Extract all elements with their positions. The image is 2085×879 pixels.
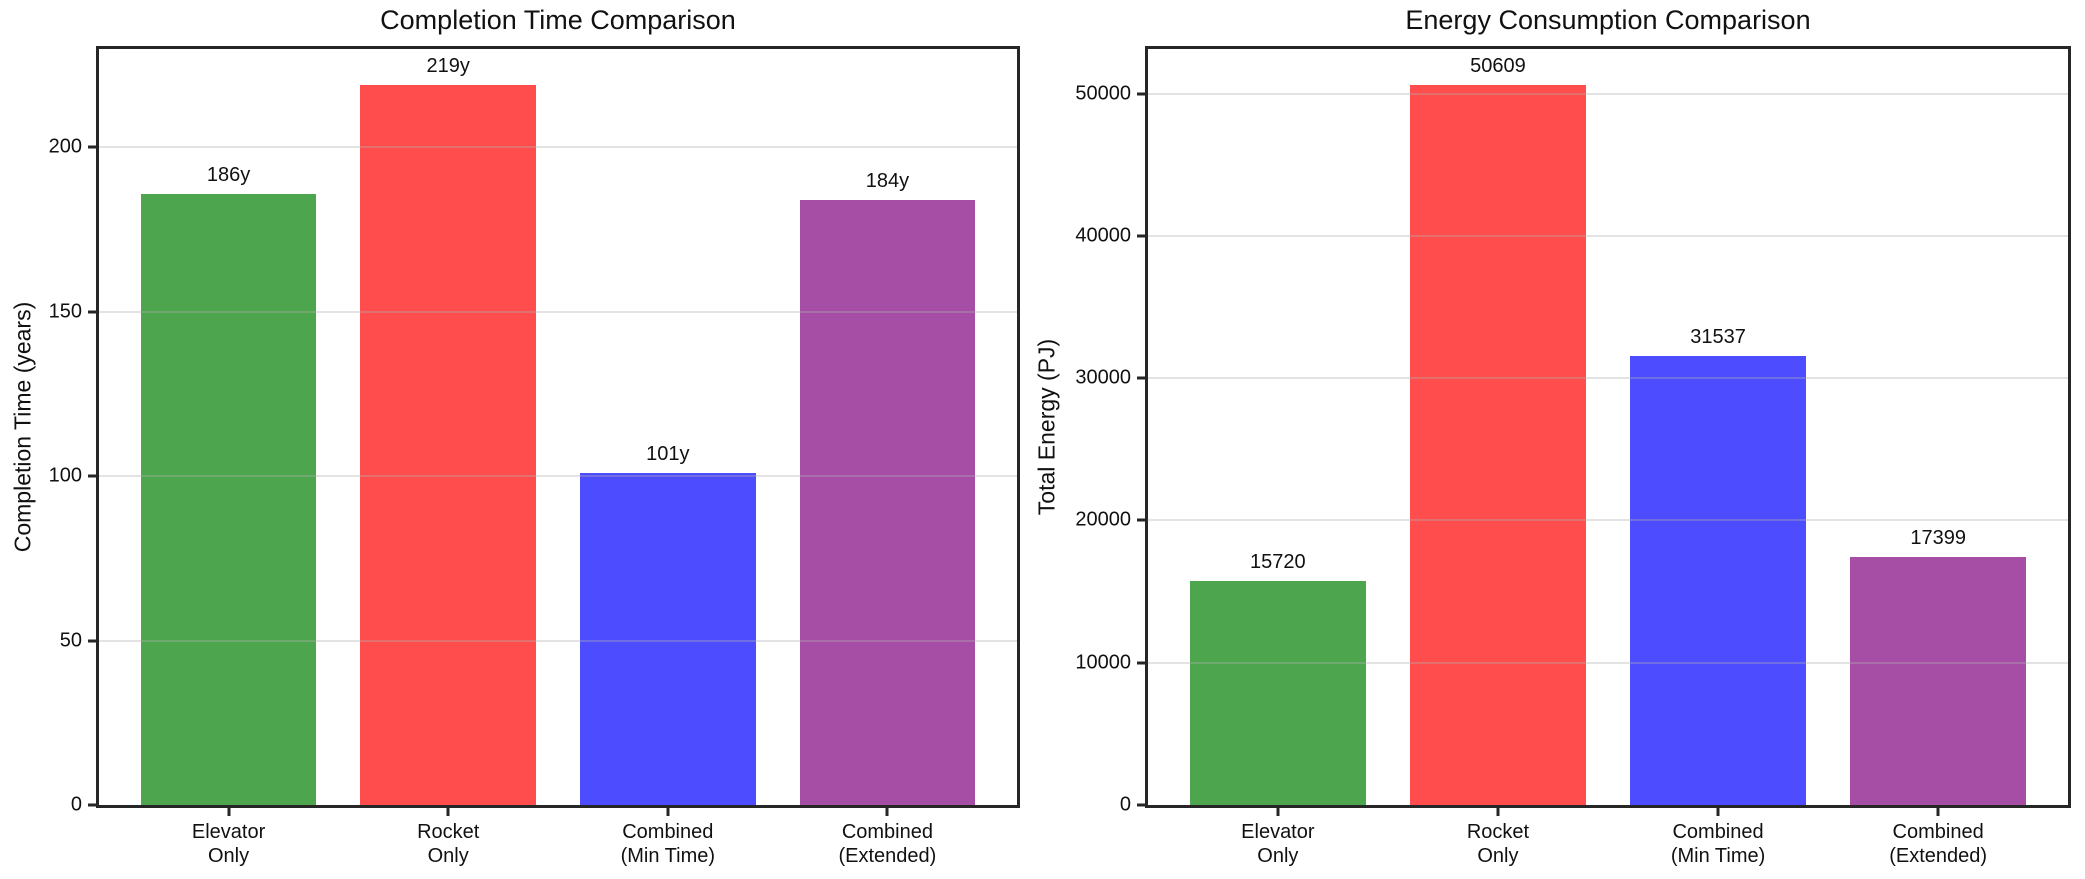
x-tick-label-combined-min-time: Combined (Min Time) [621, 820, 715, 868]
x-tick-label-line: Combined [1672, 821, 1764, 843]
bar-value-label: 184y [865, 170, 910, 193]
x-tick-label-line: Rocket [417, 821, 480, 843]
x-tick-label-combined-extended: Combined (Extended) [1889, 820, 1987, 868]
y-tick-mark [1137, 803, 1145, 807]
bar-value-label: 101y [646, 442, 690, 465]
x-tick-label-rocket-only: Rocket Only [417, 820, 479, 868]
y-tick-label: 30000 [1075, 366, 1131, 389]
gridline [1148, 92, 2068, 95]
gridline [99, 639, 1017, 642]
y-tick-mark [88, 310, 96, 314]
x-tick-label-elevator-only: Elevator Only [192, 820, 265, 868]
x-tick-mark [227, 808, 231, 816]
x-tick-mark [1716, 808, 1720, 816]
x-tick-label-line: Combined [841, 821, 933, 843]
right-chart-y-axis-label: Total Energy (PJ) [1033, 338, 1060, 516]
y-tick-label: 50000 [1075, 82, 1131, 105]
x-tick-label-line: Only [427, 845, 469, 867]
x-tick-label-rocket-only: Rocket Only [1467, 820, 1529, 868]
x-tick-label-line: Elevator [191, 821, 266, 843]
x-tick-label-line: Only [1257, 845, 1299, 867]
x-tick-mark [1496, 808, 1500, 816]
bar-combined-extended [799, 200, 976, 805]
gridline [99, 146, 1017, 149]
gridline [99, 310, 1017, 313]
x-tick-label-line: (Extended) [1889, 845, 1988, 867]
x-tick-label-line: Combined [622, 821, 714, 843]
x-tick-label-line: Combined [1892, 821, 1984, 843]
x-tick-mark [1936, 808, 1940, 816]
x-tick-mark [446, 808, 450, 816]
bar-elevator-only [140, 193, 317, 805]
y-tick-label: 150 [48, 300, 82, 323]
left-chart-plot-area: 186y 219y 101y 184y 0 50 100 150 200 Ele… [49, 46, 1020, 867]
y-tick-label: 50 [59, 629, 82, 652]
x-tick-label-elevator-only: Elevator Only [1241, 820, 1314, 868]
bar-value-label: 15720 [1250, 551, 1306, 574]
y-tick-label: 0 [1119, 793, 1131, 816]
x-tick-label-line: Rocket [1466, 821, 1530, 843]
y-tick-label: 100 [48, 464, 82, 487]
bar-value-label: 219y [426, 55, 470, 77]
right-chart-title: Energy Consumption Comparison [1405, 5, 1811, 35]
bar-rocket-only [1409, 85, 1586, 805]
y-tick-mark [1137, 92, 1145, 96]
x-tick-label-line: (Extended) [838, 845, 937, 867]
gridline [99, 475, 1017, 478]
right-chart-plot-area: 15720 50609 31537 17399 0 10000 20000 30… [1075, 46, 2071, 867]
y-tick-mark [88, 474, 96, 478]
x-tick-label-combined-extended: Combined (Extended) [839, 820, 937, 868]
bar-combined-extended [1850, 557, 2027, 805]
y-tick-label: 10000 [1075, 651, 1131, 674]
y-tick-mark [1137, 376, 1145, 380]
x-tick-label-line: (Min Time) [1670, 845, 1766, 867]
y-tick-mark [88, 639, 96, 643]
x-tick-mark [666, 808, 670, 816]
bar-rocket-only [360, 85, 537, 805]
bar-value-label: 31537 [1690, 326, 1746, 349]
bar-combined-min-time [1630, 356, 1807, 805]
x-tick-label-combined-min-time: Combined (Min Time) [1671, 820, 1765, 868]
bar-value-label: 17399 [1910, 527, 1966, 550]
left-chart-y-axis-label: Completion Time (years) [9, 301, 36, 553]
y-tick-label: 0 [70, 793, 82, 816]
y-tick-label: 20000 [1075, 508, 1131, 531]
bar-value-label: 186y [206, 163, 251, 186]
y-tick-mark [88, 145, 96, 149]
bar-value-label: 50609 [1470, 55, 1526, 77]
y-tick-mark [1137, 518, 1145, 522]
y-tick-mark [1137, 234, 1145, 238]
x-tick-label-line: Only [208, 845, 250, 867]
y-tick-mark [1137, 661, 1145, 665]
bar-elevator-only [1189, 581, 1366, 805]
x-tick-mark [1276, 808, 1280, 816]
y-tick-label: 200 [48, 135, 82, 158]
gridline [1148, 377, 2068, 380]
y-tick-mark [88, 803, 96, 807]
x-tick-label-line: (Min Time) [620, 845, 716, 867]
gridline [1148, 519, 2068, 522]
gridline [1148, 234, 2068, 237]
gridline [1148, 661, 2068, 664]
left-chart-title: Completion Time Comparison [380, 5, 736, 35]
x-tick-label-line: Only [1477, 845, 1519, 867]
x-tick-label-line: Elevator [1241, 821, 1315, 843]
x-tick-mark [885, 808, 889, 816]
bar-combined-min-time [579, 472, 756, 805]
y-tick-label: 40000 [1075, 224, 1131, 247]
